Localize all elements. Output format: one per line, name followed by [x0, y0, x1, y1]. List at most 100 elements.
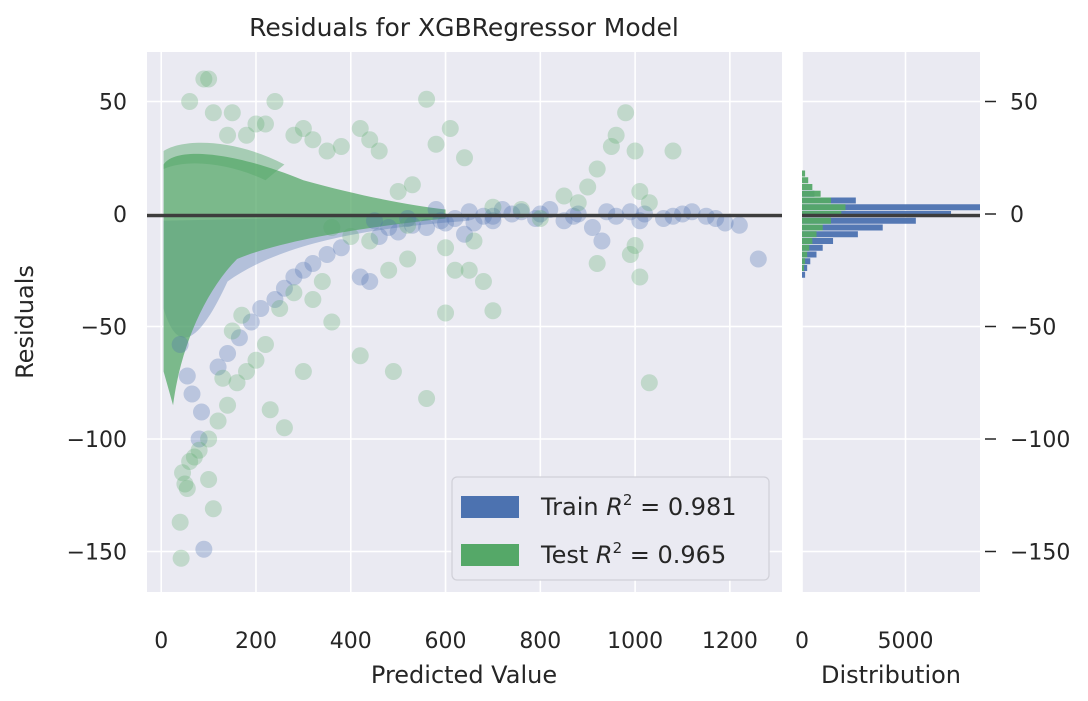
legend-label-train: Train R2 = 0.981 [540, 491, 737, 521]
train-point-21 [380, 219, 398, 236]
train-point-58 [707, 210, 725, 227]
test-point-54 [256, 336, 274, 353]
x-tick-label-1: 200 [235, 629, 277, 654]
test-point-61 [190, 441, 208, 459]
test-point-72 [275, 419, 293, 437]
test-point-24 [607, 126, 625, 144]
test-point-16 [361, 131, 379, 149]
dist-bar-train-11 [802, 265, 808, 271]
test-point-15 [351, 120, 369, 137]
y-tick-label-0: 50 [99, 91, 127, 116]
dist-bar-test-10 [802, 238, 813, 244]
test-point-60 [200, 430, 218, 448]
dist-bar-train-2 [802, 204, 980, 211]
test-point-5 [223, 104, 241, 122]
train-point-59 [437, 214, 455, 232]
test-point-11 [294, 120, 312, 137]
dist-x-tick-label-1: 5000 [877, 629, 933, 654]
legend-test-prefix: Test [540, 541, 596, 569]
test-point-67 [171, 513, 189, 531]
legend-box [451, 476, 770, 581]
test-point-53 [271, 300, 289, 317]
test-point-79 [399, 250, 417, 268]
train-point-60 [460, 203, 478, 221]
test-point-78 [380, 261, 398, 279]
dist-bar-test-13 [802, 258, 806, 265]
train-point-4 [190, 430, 208, 448]
test-point-26 [626, 142, 644, 160]
y-tick-label-3: −100 [67, 428, 127, 453]
test-point-31 [631, 183, 649, 200]
test-point-35 [484, 198, 502, 216]
train-point-57 [683, 203, 701, 221]
dist-bar-train-5 [802, 224, 883, 231]
train-point-6 [209, 358, 227, 376]
dist-bar-test-3 [802, 190, 821, 197]
train-point-7 [219, 345, 237, 362]
train-point-1 [178, 367, 196, 385]
train-point-46 [749, 250, 767, 268]
test-point-64 [176, 475, 194, 493]
test-point-56 [238, 363, 256, 380]
test-point-34 [569, 194, 587, 212]
legend-test-exponent: 2 [613, 539, 623, 557]
dist-bar-test-8 [802, 224, 823, 231]
test-point-84 [323, 219, 341, 236]
x-tick-label-3: 600 [425, 629, 467, 654]
test-point-65 [178, 480, 196, 497]
test-point-85 [437, 239, 455, 257]
test-point-40 [437, 304, 455, 322]
test-point-3 [204, 104, 222, 122]
train-point-18 [351, 268, 369, 286]
test-point-21 [427, 135, 445, 153]
test-point-73 [214, 369, 232, 387]
dist-bar-train-12 [802, 271, 806, 278]
y-tick-label-4: −150 [67, 541, 127, 566]
train-point-24 [418, 219, 436, 236]
x-tick-label-0: 0 [154, 629, 168, 654]
test-point-8 [256, 115, 274, 133]
test-point-43 [621, 246, 639, 263]
right-tick-label-3: −100 [1010, 428, 1070, 453]
right-tick-label-4: −150 [1010, 541, 1070, 566]
train-point-0 [171, 336, 189, 353]
dist-bar-train-4 [802, 217, 916, 224]
legend-train-exponent: 2 [623, 491, 633, 509]
dist-x-tick-label-0: 0 [795, 629, 809, 654]
train-point-19 [361, 273, 379, 290]
test-point-63 [174, 464, 192, 482]
test-point-39 [460, 261, 478, 279]
test-point-81 [399, 216, 417, 234]
y-axis-ticks: 50 0 −50 −100 −150 [67, 91, 127, 566]
dist-bar-test-2 [802, 184, 813, 190]
test-point-13 [318, 142, 336, 160]
test-point-45 [640, 374, 658, 392]
train-point-2 [183, 385, 201, 403]
distribution-x-ticks: 0 5000 [795, 629, 933, 654]
train-point-27 [456, 225, 473, 243]
legend-test-equals: = [622, 541, 657, 569]
test-point-69 [204, 500, 222, 518]
legend-label-test: Test R2 = 0.965 [540, 539, 726, 569]
legend-train-r-symbol: R [606, 493, 623, 521]
train-point-45 [730, 216, 748, 234]
test-point-51 [304, 291, 322, 308]
test-point-2 [181, 93, 199, 110]
test-point-25 [617, 104, 635, 122]
test-point-19 [403, 176, 421, 194]
train-point-10 [252, 300, 270, 317]
test-point-82 [361, 232, 379, 250]
test-point-27 [664, 142, 682, 160]
test-point-7 [247, 115, 265, 133]
dist-bar-test-1 [802, 177, 809, 184]
test-point-49 [351, 347, 369, 365]
train-point-23 [403, 216, 421, 234]
test-point-75 [233, 306, 251, 324]
legend-swatch-test [461, 544, 519, 566]
dist-bar-test-12 [802, 251, 808, 258]
legend-test-r2-value: 0.965 [658, 541, 727, 569]
test-point-76 [294, 363, 312, 380]
legend-train-prefix: Train [540, 493, 606, 521]
train-point-22 [389, 223, 407, 241]
